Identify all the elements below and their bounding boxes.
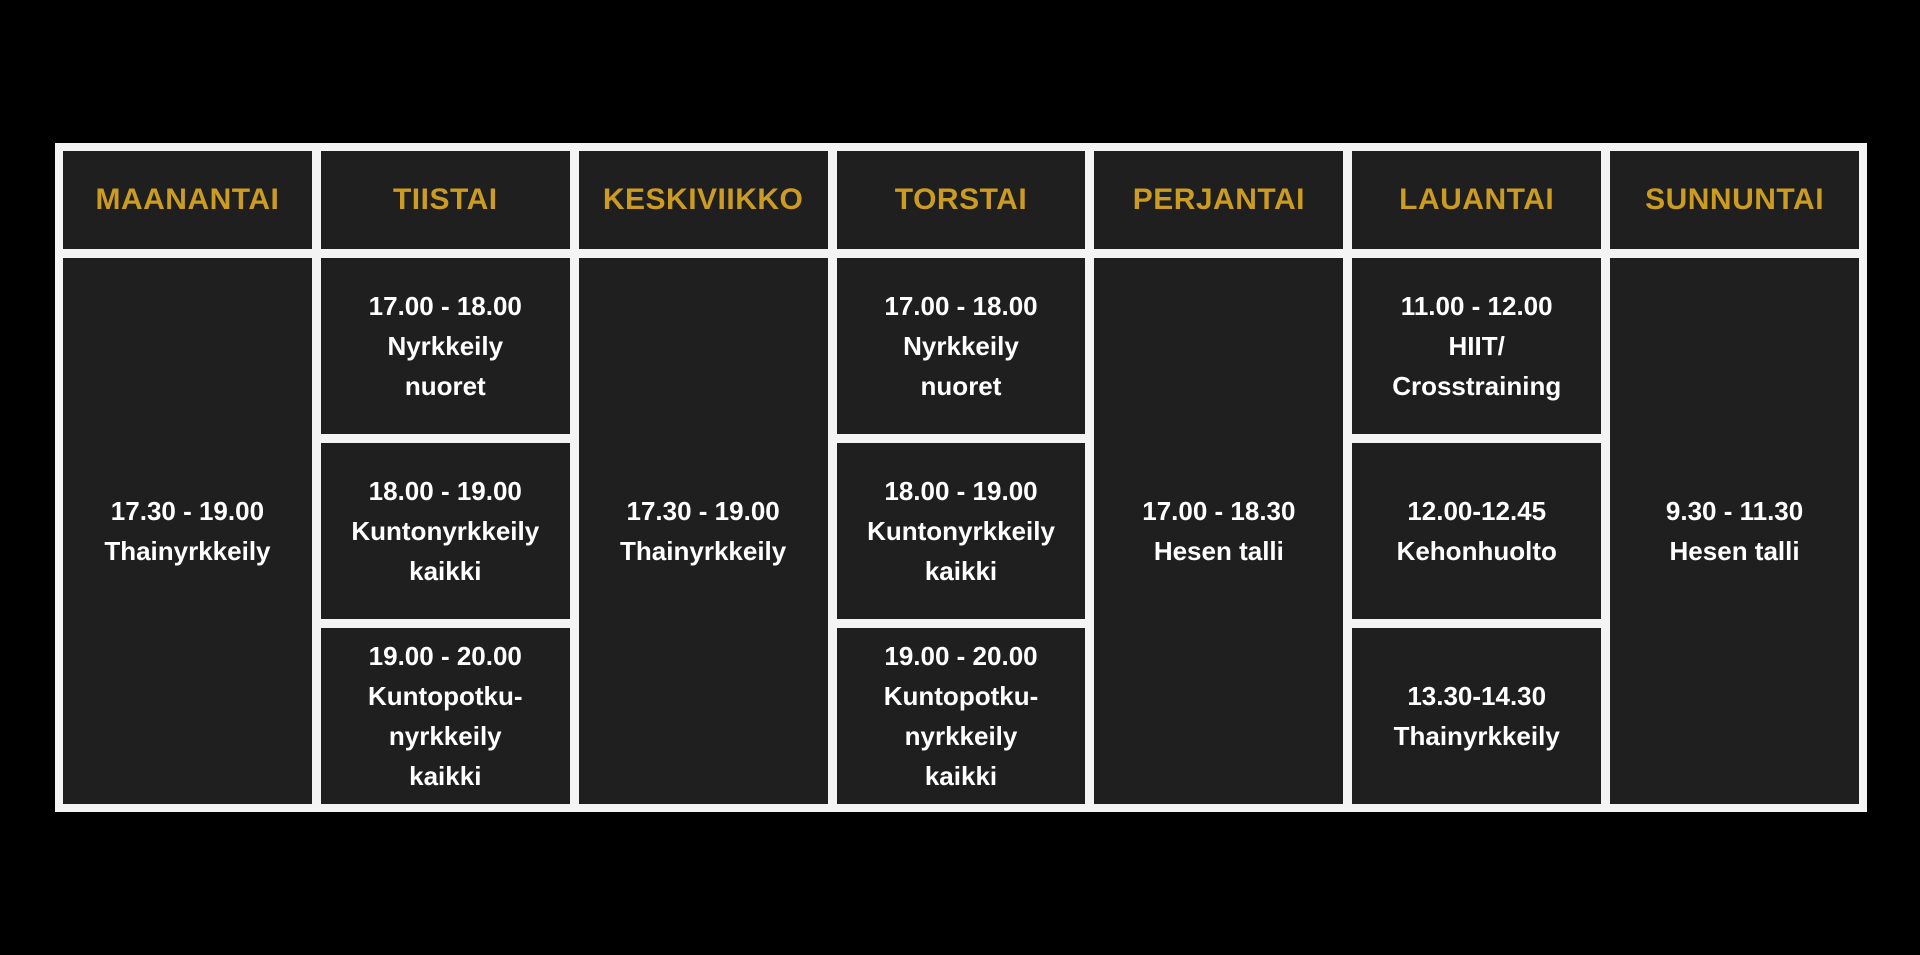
column-tiistai: TIISTAI 17.00 - 18.00 Nyrkkeily nuoret 1… [320, 151, 570, 804]
class-cell-text: 17.00 - 18.00 Nyrkkeily nuoret [368, 291, 522, 401]
column-maanantai-cells: 17.30 - 19.00 Thainyrkkeily [63, 258, 312, 804]
class-cell: 12.00-12.45 Kehonhuolto [1352, 443, 1602, 619]
class-cell: 11.00 - 12.00 HIIT/ Crosstraining [1352, 258, 1602, 434]
column-sunnuntai: SUNNUNTAI 9.30 - 11.30 Hesen talli [1610, 151, 1859, 804]
column-lauantai: LAUANTAI 11.00 - 12.00 HIIT/ Crosstraini… [1352, 151, 1602, 804]
class-cell-text: 18.00 - 19.00 Kuntonyrkkeily kaikki [867, 476, 1055, 586]
class-cell: 17.00 - 18.30 Hesen talli [1094, 258, 1344, 804]
class-cell: 17.00 - 18.00 Nyrkkeily nuoret [320, 258, 570, 434]
class-cell: 17.00 - 18.00 Nyrkkeily nuoret [836, 258, 1086, 434]
class-cell: 17.30 - 19.00 Thainyrkkeily [63, 258, 312, 804]
class-cell-text: 12.00-12.45 Kehonhuolto [1396, 496, 1557, 566]
day-header-maanantai: MAANANTAI [63, 151, 312, 249]
class-cell: 18.00 - 19.00 Kuntonyrkkeily kaikki [320, 443, 570, 619]
column-tiistai-cells: 17.00 - 18.00 Nyrkkeily nuoret 18.00 - 1… [320, 258, 570, 804]
class-cell: 19.00 - 20.00 Kuntopotku- nyrkkeily kaik… [836, 628, 1086, 804]
weekly-schedule-table: MAANANTAI 17.30 - 19.00 Thainyrkkeily TI… [55, 143, 1867, 812]
class-cell: 13.30-14.30 Thainyrkkeily [1352, 628, 1602, 804]
class-cell-text: 17.00 - 18.00 Nyrkkeily nuoret [884, 291, 1038, 401]
column-lauantai-cells: 11.00 - 12.00 HIIT/ Crosstraining 12.00-… [1352, 258, 1602, 804]
column-keskiviikko-cells: 17.30 - 19.00 Thainyrkkeily [578, 258, 828, 804]
class-cell-text: 17.00 - 18.30 Hesen talli [1142, 496, 1296, 566]
column-perjantai-cells: 17.00 - 18.30 Hesen talli [1094, 258, 1344, 804]
day-header-tiistai: TIISTAI [320, 151, 570, 249]
column-sunnuntai-cells: 9.30 - 11.30 Hesen talli [1610, 258, 1859, 804]
column-keskiviikko: KESKIVIIKKO 17.30 - 19.00 Thainyrkkeily [578, 151, 828, 804]
day-header-torstai: TORSTAI [836, 151, 1086, 249]
class-cell-text: 17.30 - 19.00 Thainyrkkeily [104, 496, 271, 566]
class-cell-text: 11.00 - 12.00 HIIT/ Crosstraining [1392, 291, 1562, 401]
column-perjantai: PERJANTAI 17.00 - 18.30 Hesen talli [1094, 151, 1344, 804]
column-torstai: TORSTAI 17.00 - 18.00 Nyrkkeily nuoret 1… [836, 151, 1086, 804]
class-cell: 17.30 - 19.00 Thainyrkkeily [578, 258, 828, 804]
class-cell-text: 17.30 - 19.00 Thainyrkkeily [620, 496, 787, 566]
class-cell: 18.00 - 19.00 Kuntonyrkkeily kaikki [836, 443, 1086, 619]
class-cell: 9.30 - 11.30 Hesen talli [1610, 258, 1859, 804]
day-header-perjantai: PERJANTAI [1094, 151, 1344, 249]
class-cell-text: 19.00 - 20.00 Kuntopotku- nyrkkeily kaik… [368, 641, 523, 791]
column-torstai-cells: 17.00 - 18.00 Nyrkkeily nuoret 18.00 - 1… [836, 258, 1086, 804]
column-maanantai: MAANANTAI 17.30 - 19.00 Thainyrkkeily [63, 151, 312, 804]
class-cell-text: 13.30-14.30 Thainyrkkeily [1393, 681, 1560, 751]
day-header-sunnuntai: SUNNUNTAI [1610, 151, 1859, 249]
class-cell-text: 19.00 - 20.00 Kuntopotku- nyrkkeily kaik… [883, 641, 1039, 791]
day-header-lauantai: LAUANTAI [1352, 151, 1602, 249]
class-cell: 19.00 - 20.00 Kuntopotku- nyrkkeily kaik… [320, 628, 570, 804]
class-cell-text: 18.00 - 19.00 Kuntonyrkkeily kaikki [351, 476, 540, 586]
day-header-keskiviikko: KESKIVIIKKO [578, 151, 828, 249]
class-cell-text: 9.30 - 11.30 Hesen talli [1665, 496, 1804, 566]
